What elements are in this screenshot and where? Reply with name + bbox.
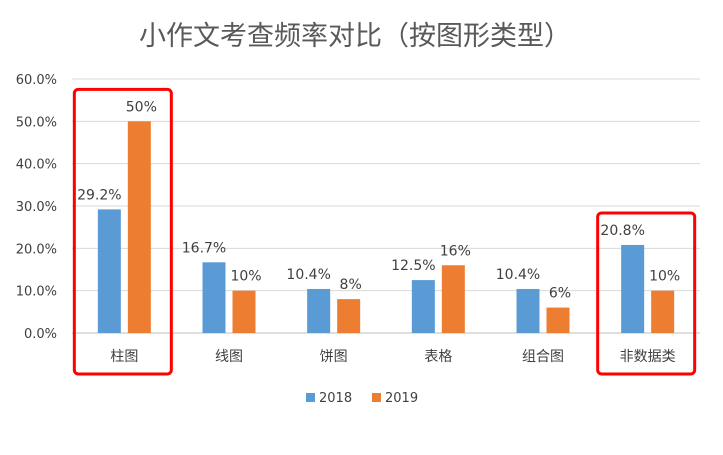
bar-2018 <box>516 288 540 333</box>
bar-2019 <box>546 307 570 333</box>
data-label-2018: 20.8% <box>600 223 644 239</box>
legend-swatch-2019 <box>372 393 381 402</box>
x-category-label: 线图 <box>215 349 243 365</box>
data-label-2019: 6% <box>549 286 571 302</box>
bar-2019 <box>441 265 465 333</box>
bar-2019 <box>127 121 151 333</box>
y-tick-label: 50.0% <box>16 115 57 130</box>
legend-label: 2018 <box>319 391 352 406</box>
x-category-label: 饼图 <box>320 349 348 365</box>
x-category-label: 非数据类 <box>620 349 676 365</box>
legend-swatch-2018 <box>306 393 315 402</box>
bar-2018 <box>621 244 645 333</box>
bar-2019 <box>337 299 361 333</box>
data-label-2019: 50% <box>126 99 157 115</box>
y-tick-label: 40.0% <box>16 158 57 173</box>
x-category-label: 表格 <box>424 349 452 365</box>
chart-title: 小作文考查频率对比（按图形类型） <box>139 21 571 52</box>
y-tick-label: 20.0% <box>16 242 57 257</box>
bar-2018 <box>97 209 121 333</box>
bar-2018 <box>307 288 331 333</box>
y-tick-label: 0.0% <box>24 327 57 342</box>
x-category-label: 组合图 <box>522 349 564 365</box>
legend-label: 2019 <box>385 391 418 406</box>
bar-2018 <box>202 262 226 333</box>
data-label-2019: 10% <box>649 269 680 285</box>
highlight-box <box>596 211 697 376</box>
data-label-2018: 10.4% <box>496 267 540 283</box>
data-label-2019: 10% <box>230 269 261 285</box>
highlight-box <box>72 87 173 376</box>
y-tick-label: 30.0% <box>16 200 57 215</box>
x-category-label: 柱图 <box>110 349 138 365</box>
y-tick-label: 10.0% <box>16 285 57 300</box>
bar-2019 <box>232 290 256 333</box>
data-label-2018: 12.5% <box>391 258 435 274</box>
data-label-2018: 16.7% <box>182 240 226 256</box>
data-label-2019: 8% <box>340 277 362 293</box>
data-label-2018: 10.4% <box>286 267 330 283</box>
bar-2019 <box>651 290 675 333</box>
data-label-2019: 16% <box>440 243 471 259</box>
bar-2018 <box>411 280 435 333</box>
y-tick-label: 60.0% <box>16 73 57 88</box>
data-label-2018: 29.2% <box>77 187 121 203</box>
